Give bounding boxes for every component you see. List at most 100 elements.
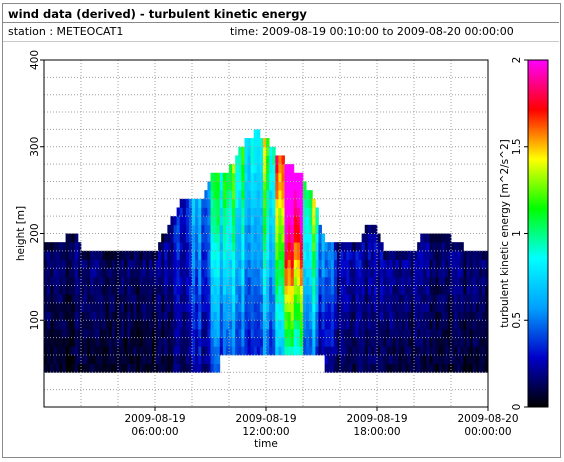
heatmap-cell <box>225 242 230 252</box>
heatmap-cell <box>266 294 270 304</box>
heatmap-cell <box>167 320 171 330</box>
heatmap-cell <box>225 172 230 182</box>
heatmap-cell <box>195 268 199 278</box>
heatmap-cell <box>432 302 437 312</box>
heatmap-cell <box>71 328 76 339</box>
heatmap-cell <box>195 198 199 208</box>
heatmap-cell <box>324 259 329 269</box>
heatmap-cell <box>74 346 79 356</box>
heatmap-cell <box>272 146 276 156</box>
heatmap-cell <box>176 294 181 304</box>
heatmap-cell <box>207 328 211 339</box>
heatmap-cell <box>457 346 461 356</box>
heatmap-cell <box>167 311 171 321</box>
heatmap-cell <box>275 285 279 295</box>
heatmap-cell <box>309 346 313 356</box>
heatmap-cell <box>262 181 267 191</box>
heatmap-cell <box>222 346 227 356</box>
heatmap-cell <box>256 276 261 286</box>
heatmap-cell <box>176 346 181 356</box>
heatmap-cell <box>47 250 51 260</box>
heatmap-cell <box>244 181 248 191</box>
heatmap-cell <box>287 346 292 356</box>
heatmap-cell <box>219 242 224 252</box>
heatmap-cell <box>124 285 128 295</box>
heatmap-cell <box>185 216 190 226</box>
heatmap-cell <box>247 172 252 182</box>
heatmap-cell <box>485 250 489 260</box>
heatmap-cell <box>290 224 295 234</box>
heatmap-cell <box>232 320 236 330</box>
heatmap-cell <box>155 250 159 260</box>
heatmap-cell <box>216 181 221 191</box>
heatmap-cell <box>250 276 255 286</box>
heatmap-cell <box>136 268 140 278</box>
heatmap-cell <box>253 250 258 260</box>
heatmap-cell <box>247 250 252 260</box>
heatmap-cell <box>81 337 85 347</box>
heatmap-cell <box>170 354 174 365</box>
heatmap-cell <box>451 363 455 373</box>
heatmap-cell <box>438 311 443 321</box>
heatmap-cell <box>188 233 193 243</box>
heatmap-cell <box>170 285 174 295</box>
heatmap-cell <box>454 259 458 269</box>
heatmap-cell <box>454 268 458 278</box>
heatmap-cell <box>324 311 329 321</box>
heatmap-cell <box>127 363 131 373</box>
heatmap-cell <box>395 302 400 312</box>
heatmap-cell <box>401 363 406 373</box>
heatmap-cell <box>124 311 128 321</box>
heatmap-cell <box>145 294 150 304</box>
heatmap-cell <box>216 224 221 234</box>
heatmap-cell <box>225 259 230 269</box>
heatmap-cell <box>441 268 446 278</box>
heatmap-cell <box>198 302 202 312</box>
heatmap-cell <box>386 354 390 365</box>
heatmap-cell <box>296 181 301 191</box>
heatmap-cell <box>201 224 205 234</box>
heatmap-cell <box>244 207 248 217</box>
heatmap-cell <box>451 354 455 365</box>
heatmap-cell <box>448 302 452 312</box>
heatmap-cell <box>179 294 184 304</box>
heatmap-cell <box>62 328 66 339</box>
heatmap-cell <box>367 346 372 356</box>
heatmap-cell <box>432 354 437 365</box>
heatmap-cell <box>361 242 366 252</box>
heatmap-cell <box>87 294 91 304</box>
heatmap-cell <box>121 302 125 312</box>
heatmap-cell <box>293 320 298 330</box>
heatmap-cell <box>65 259 70 269</box>
heatmap-cell <box>269 294 273 304</box>
heatmap-cell <box>475 363 480 373</box>
heatmap-cell <box>179 216 184 226</box>
heatmap-cell <box>84 346 88 356</box>
heatmap-cell <box>204 311 208 321</box>
heatmap-cell <box>77 363 82 373</box>
heatmap-cell <box>293 259 298 269</box>
heatmap-cell <box>244 302 248 312</box>
heatmap-cell <box>105 294 110 304</box>
heatmap-cell <box>84 285 88 295</box>
heatmap-cell <box>327 320 332 330</box>
heatmap-cell <box>475 259 480 269</box>
heatmap-cell <box>398 337 403 347</box>
heatmap-cell <box>127 294 131 304</box>
heatmap-cell <box>290 328 295 339</box>
heatmap-cell <box>74 354 79 365</box>
heatmap-cell <box>182 320 187 330</box>
heatmap-cell <box>259 250 264 260</box>
heatmap-cell <box>281 311 285 321</box>
heatmap-cell <box>87 320 91 330</box>
heatmap-cell <box>481 354 486 365</box>
heatmap-cell <box>466 328 470 339</box>
heatmap-cell <box>361 337 366 347</box>
heatmap-cell <box>478 259 483 269</box>
heatmap-cell <box>170 268 174 278</box>
x-tick-label-time: 18:00:00 <box>353 426 400 438</box>
heatmap-cell <box>47 363 51 373</box>
heatmap-cell <box>167 224 171 234</box>
heatmap-cell <box>62 337 66 347</box>
heatmap-cell <box>367 294 372 304</box>
